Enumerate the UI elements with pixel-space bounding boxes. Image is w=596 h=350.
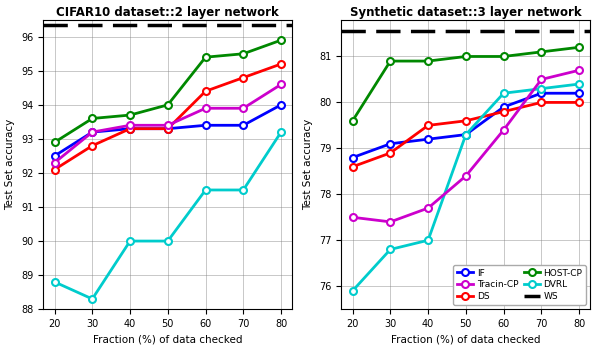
Title: Synthetic dataset::3 layer network: Synthetic dataset::3 layer network: [350, 6, 582, 19]
Y-axis label: Test Set accuracy: Test Set accuracy: [303, 119, 313, 210]
Legend: IF, Tracin-CP, DS, HOST-CP, DVRL, WS: IF, Tracin-CP, DS, HOST-CP, DVRL, WS: [453, 265, 586, 304]
Title: CIFAR10 dataset::2 layer network: CIFAR10 dataset::2 layer network: [57, 6, 279, 19]
X-axis label: Fraction (%) of data checked: Fraction (%) of data checked: [93, 335, 243, 344]
Y-axis label: Test Set accuracy: Test Set accuracy: [5, 119, 15, 210]
X-axis label: Fraction (%) of data checked: Fraction (%) of data checked: [391, 335, 541, 344]
